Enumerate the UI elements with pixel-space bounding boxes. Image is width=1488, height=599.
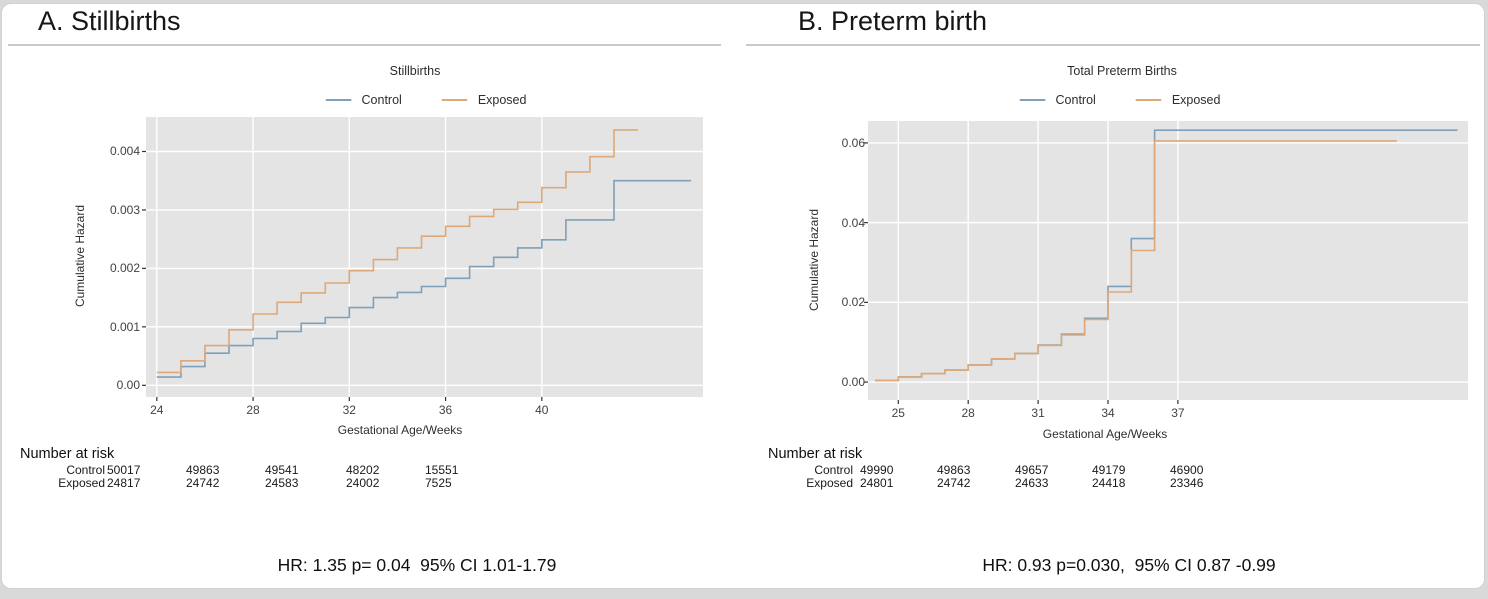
risk-value: 49863	[186, 463, 220, 477]
x-tick-label: 32	[342, 403, 356, 417]
control-line-swatch	[325, 99, 352, 101]
x-tick-label: 36	[438, 403, 453, 417]
legend-label-control: Control	[1055, 93, 1096, 107]
risk-value: 24002	[346, 476, 380, 490]
panel-b-hazard-ratio-stats: HR: 0.93 p=0.030, 95% CI 0.87 -0.99	[982, 555, 1276, 575]
y-tick-label: 0.06	[841, 135, 865, 150]
risk-value: 46900	[1170, 463, 1204, 477]
x-tick-label: 31	[1031, 406, 1045, 420]
risk-value: 7525	[425, 476, 452, 490]
risk-value: 24633	[1015, 476, 1049, 490]
risk-value: 50017	[107, 463, 141, 477]
plot-area-panel-a	[146, 117, 703, 397]
x-tick-label: 40	[535, 403, 549, 417]
risk-value: 49657	[1015, 463, 1049, 477]
exposed-line-swatch	[441, 99, 468, 101]
risk-row-label-exposed: Exposed	[58, 476, 105, 490]
risk-row-label-control: Control	[66, 463, 105, 477]
x-tick-label: 28	[961, 406, 975, 420]
legend-label-exposed: Exposed	[477, 93, 527, 107]
plot-area-panel-b	[868, 121, 1468, 400]
y-tick-label: 0.004	[109, 144, 140, 159]
risk-value: 24583	[265, 476, 299, 490]
risk-value: 15551	[425, 463, 459, 477]
exposed-line-swatch	[1135, 99, 1162, 101]
panel-a-chart-title: Stillbirths	[389, 64, 441, 78]
legend-item-exposed: Exposed	[1135, 93, 1221, 107]
risk-value: 24817	[107, 476, 141, 490]
y-tick-label: 0.001	[109, 319, 140, 334]
risk-value: 49863	[937, 463, 971, 477]
panel-a-x-axis-title: Gestational Age/Weeks	[337, 423, 463, 437]
risk-value: 24418	[1092, 476, 1126, 490]
panel-b-number-at-risk-title: Number at risk	[768, 446, 863, 462]
risk-value: 24742	[937, 476, 971, 490]
panel-b-legend: Control Exposed	[1019, 93, 1221, 107]
y-tick-label: 0.00	[116, 378, 140, 393]
x-tick-label: 37	[1171, 406, 1185, 420]
legend-label-control: Control	[361, 93, 402, 107]
risk-value: 23346	[1170, 476, 1204, 490]
x-tick-label: 24	[150, 403, 164, 417]
control-line-swatch	[1019, 99, 1046, 101]
panel-a-title-underline	[8, 44, 721, 46]
risk-row-label-control: Control	[814, 463, 853, 477]
risk-value: 49541	[265, 463, 299, 477]
panel-a-title: A. Stillbirths	[38, 6, 181, 36]
y-tick-label: 0.003	[109, 202, 140, 217]
legend-item-exposed: Exposed	[441, 93, 527, 107]
panel-b-title: B. Preterm birth	[798, 6, 988, 36]
risk-row-label-exposed: Exposed	[806, 476, 853, 490]
panel-a-number-at-risk-title: Number at risk	[20, 446, 115, 462]
risk-value: 24742	[186, 476, 220, 490]
panel-a-legend: Control Exposed	[325, 93, 527, 107]
legend-item-control: Control	[325, 93, 402, 107]
y-tick-label: 0.002	[109, 261, 140, 276]
exposed-hazard-curve	[156, 129, 638, 374]
panel-b-title-underline	[746, 44, 1480, 46]
panel-b-chart-title: Total Preterm Births	[1067, 64, 1177, 78]
y-tick-label: 0.00	[841, 375, 865, 390]
risk-value: 48202	[346, 463, 380, 477]
x-tick-label: 34	[1101, 406, 1115, 420]
panel-b-x-axis-title: Gestational Age/Weeks	[1042, 427, 1168, 441]
control-hazard-curve	[156, 179, 691, 378]
legend-item-control: Control	[1019, 93, 1096, 107]
risk-value: 49990	[860, 463, 894, 477]
panel-b-y-axis-title: Cumulative Hazard	[807, 208, 821, 311]
risk-value: 24801	[860, 476, 894, 490]
exposed-hazard-curve	[875, 140, 1397, 382]
x-tick-label: 28	[246, 403, 260, 417]
panel-a-hazard-ratio-stats: HR: 1.35 p= 0.04 95% CI 1.01-1.79	[277, 555, 557, 575]
legend-label-exposed: Exposed	[1171, 93, 1221, 107]
risk-value: 49179	[1092, 463, 1126, 477]
y-tick-label: 0.04	[841, 215, 865, 230]
x-tick-label: 25	[891, 406, 905, 420]
y-tick-label: 0.02	[841, 295, 865, 310]
